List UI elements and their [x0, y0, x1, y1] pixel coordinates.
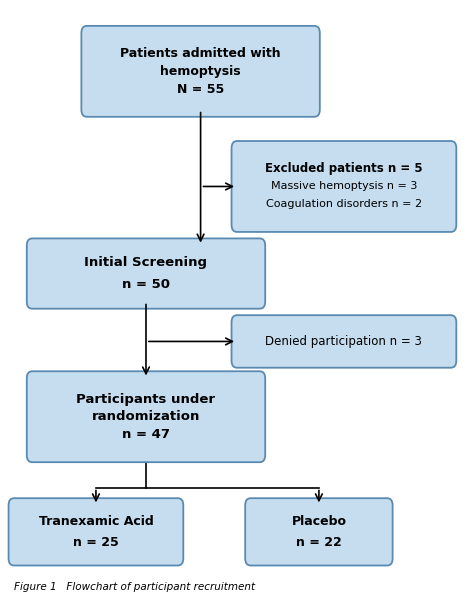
Text: n = 22: n = 22 — [296, 536, 342, 549]
FancyBboxPatch shape — [231, 141, 456, 232]
Text: Excluded patients n = 5: Excluded patients n = 5 — [265, 162, 423, 175]
Text: hemoptysis: hemoptysis — [160, 65, 241, 78]
FancyBboxPatch shape — [27, 371, 265, 462]
Text: n = 25: n = 25 — [73, 536, 119, 549]
Text: Patients admitted with: Patients admitted with — [120, 47, 281, 60]
Text: Initial Screening: Initial Screening — [84, 256, 208, 269]
Text: Figure 1   Flowchart of participant recruitment: Figure 1 Flowchart of participant recrui… — [14, 582, 255, 592]
FancyBboxPatch shape — [245, 498, 392, 566]
Text: Placebo: Placebo — [292, 515, 346, 528]
FancyBboxPatch shape — [27, 239, 265, 309]
Text: randomization: randomization — [92, 410, 200, 423]
Text: Massive hemoptysis n = 3: Massive hemoptysis n = 3 — [271, 181, 417, 191]
FancyBboxPatch shape — [9, 498, 183, 566]
Text: Coagulation disorders n = 2: Coagulation disorders n = 2 — [266, 199, 422, 209]
Text: n = 50: n = 50 — [122, 278, 170, 291]
Text: Tranexamic Acid: Tranexamic Acid — [38, 515, 153, 528]
Text: N = 55: N = 55 — [177, 82, 224, 95]
Text: n = 47: n = 47 — [122, 428, 170, 441]
Text: Participants under: Participants under — [76, 392, 216, 405]
FancyBboxPatch shape — [231, 315, 456, 368]
FancyBboxPatch shape — [82, 26, 320, 117]
Text: Denied participation n = 3: Denied participation n = 3 — [265, 335, 422, 348]
